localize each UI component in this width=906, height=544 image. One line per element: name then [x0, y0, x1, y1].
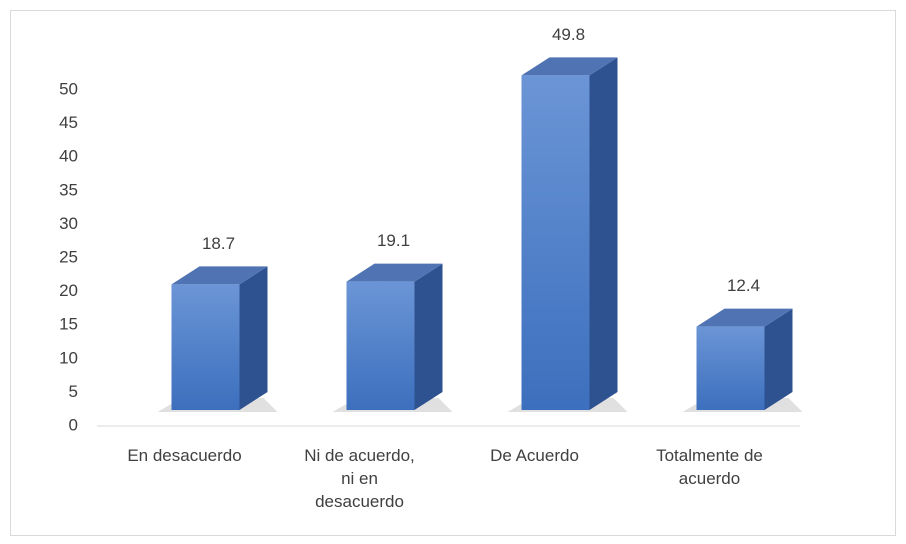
- bar-top: [696, 308, 793, 327]
- bar-side: [239, 266, 268, 410]
- value-label: 12.4: [727, 276, 760, 295]
- bar-side: [589, 57, 618, 411]
- y-tick-label: 35: [59, 180, 78, 199]
- y-tick-label: 30: [59, 214, 78, 233]
- y-tick-label: 10: [59, 348, 78, 367]
- y-tick-label: 45: [59, 113, 78, 132]
- bar-side: [764, 308, 793, 410]
- y-tick-label: 20: [59, 281, 78, 300]
- y-tick-label: 25: [59, 247, 78, 266]
- bar: [157, 266, 278, 412]
- chart-border: [10, 10, 896, 536]
- value-label: 18.7: [202, 234, 235, 253]
- bar-top: [521, 57, 618, 76]
- x-tick-label: Ni de acuerdo, ni en desacuerdo: [304, 446, 415, 511]
- bar-front: [696, 326, 765, 410]
- bar-top: [346, 263, 443, 282]
- x-tick-label: En desacuerdo: [127, 446, 242, 465]
- bar: [332, 263, 453, 412]
- y-tick-label: 0: [69, 415, 78, 434]
- y-tick-label: 15: [59, 315, 78, 334]
- x-tick-label: De Acuerdo: [490, 446, 579, 465]
- y-tick-label: 40: [59, 147, 78, 166]
- bar-front: [346, 281, 415, 410]
- y-tick-label: 50: [59, 79, 78, 98]
- x-tick-label: Totalmente de acuerdo: [656, 446, 763, 488]
- bar-front: [171, 284, 240, 410]
- bar-top: [171, 266, 268, 285]
- bar-side: [414, 263, 443, 410]
- bar: [682, 308, 803, 412]
- value-label: 49.8: [552, 25, 585, 44]
- bar-front: [521, 75, 590, 411]
- bar: [507, 57, 628, 412]
- value-label: 19.1: [377, 231, 410, 250]
- y-tick-label: 5: [69, 382, 78, 401]
